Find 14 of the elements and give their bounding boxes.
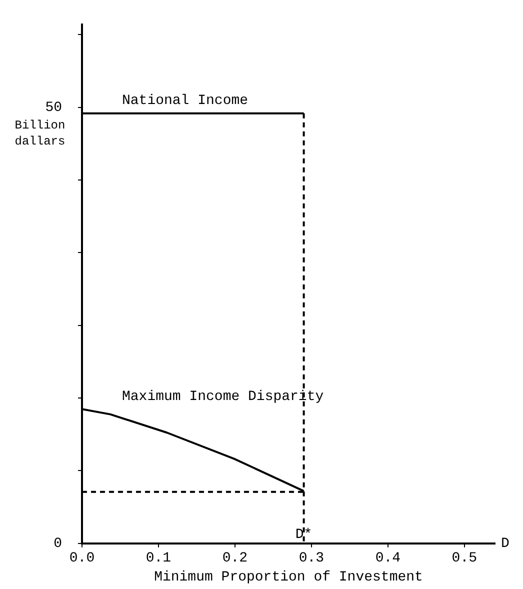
x-tick-label: 0.0 <box>69 550 95 567</box>
annotation: D* <box>295 527 312 544</box>
y-axis-title: Billion dallars <box>14 118 66 148</box>
x-tick-label: 0.3 <box>298 550 324 567</box>
x-tick-label: 0.1 <box>146 550 172 567</box>
x-axis-title: Minimum Proportion of Investment <box>154 569 423 586</box>
text: D <box>501 536 510 552</box>
series-label: Maximum Income Disparity <box>122 388 324 405</box>
x-tick-label: 0.2 <box>222 550 248 567</box>
x-tick-label: 0.5 <box>452 550 478 567</box>
y-tick-label: 0 <box>54 536 62 552</box>
y-tick-label: 50 <box>45 100 62 116</box>
series-label: National Income <box>122 93 248 110</box>
x-tick-label: 0.4 <box>375 550 401 567</box>
